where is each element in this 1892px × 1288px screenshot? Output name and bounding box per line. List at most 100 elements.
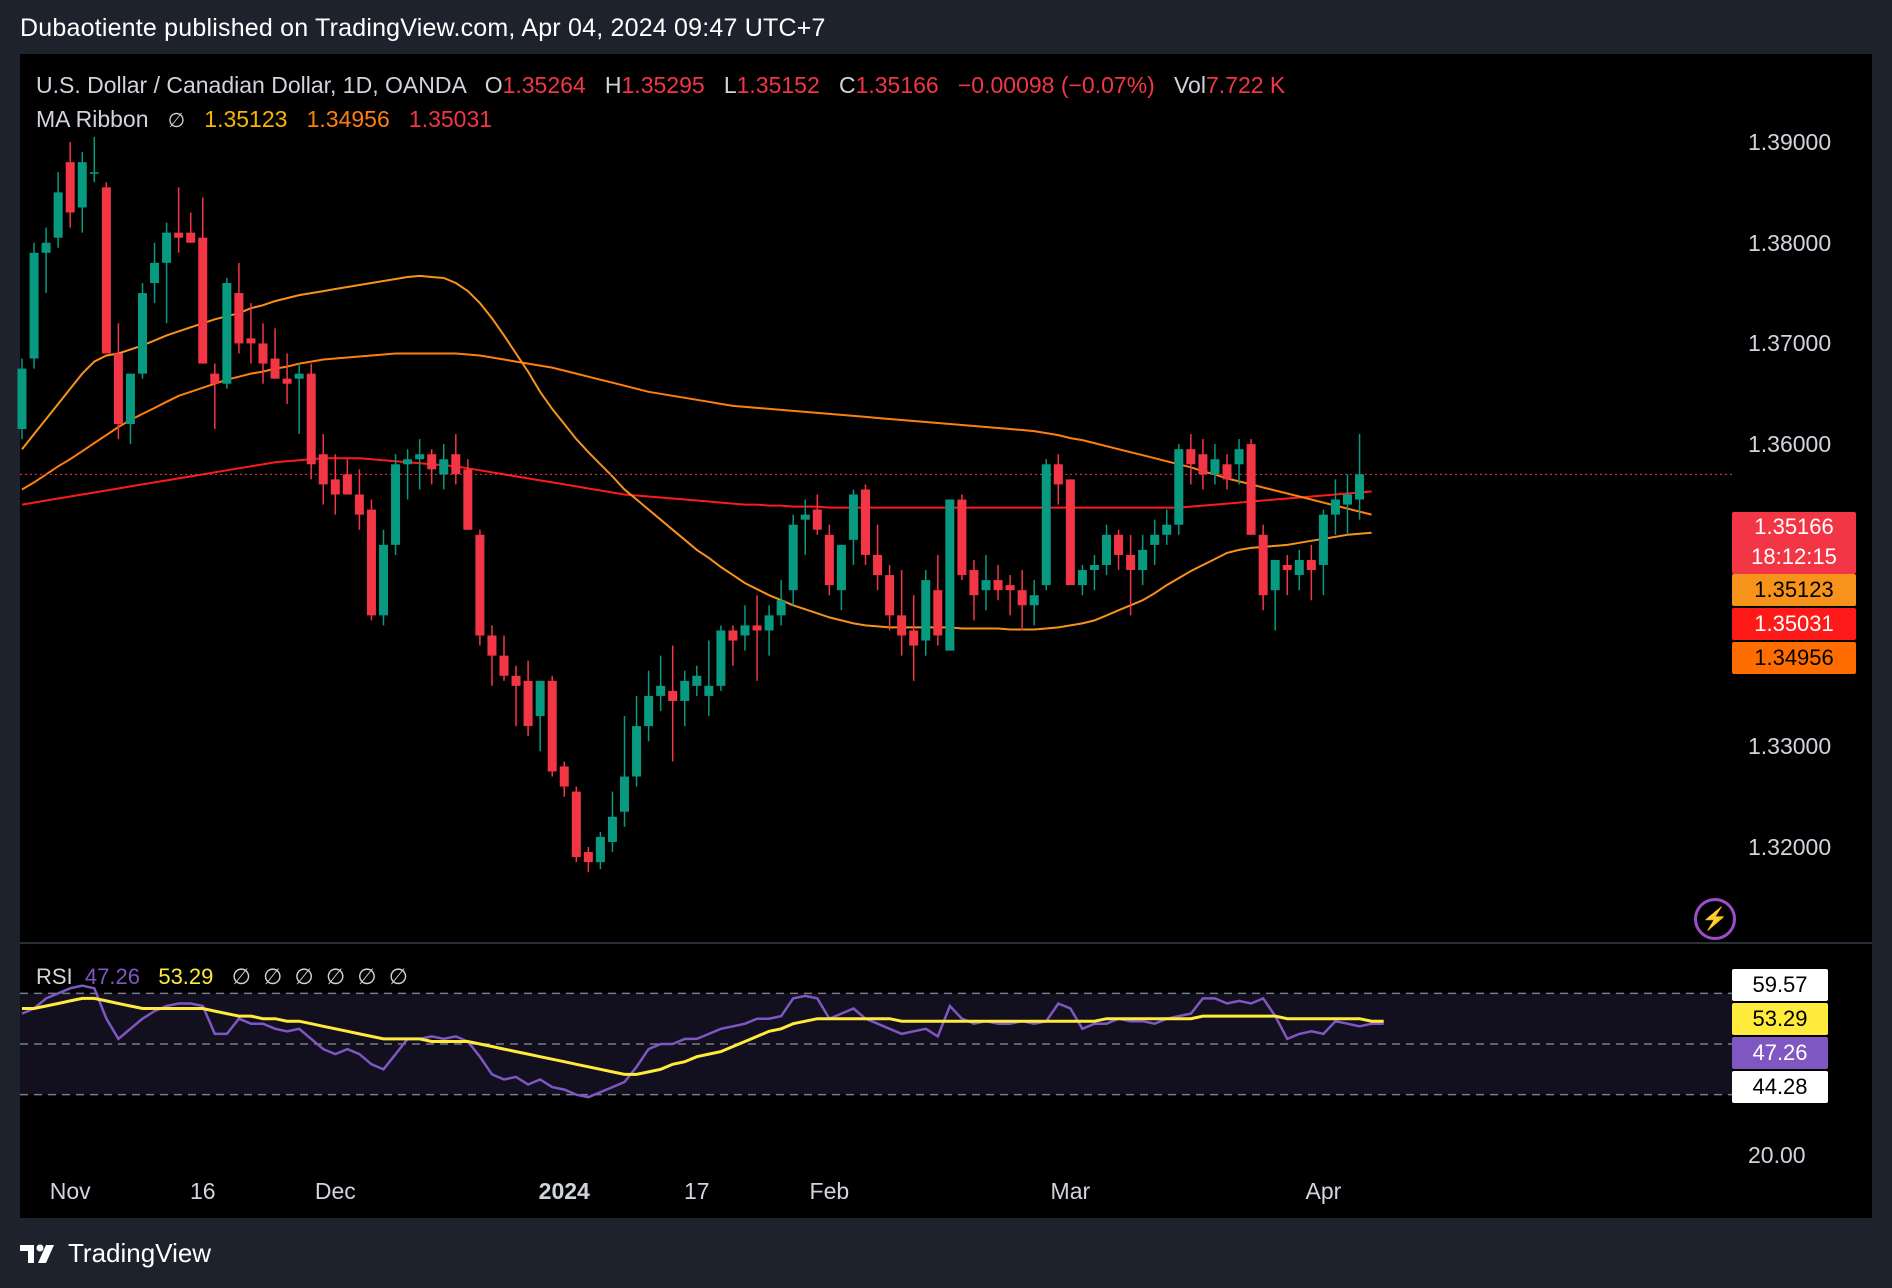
candle-body (1294, 559, 1304, 576)
candle-body (945, 499, 955, 651)
candle-body (957, 499, 967, 576)
candle-body (680, 680, 690, 701)
candle-body (1017, 590, 1027, 606)
ma-fast-tag: 1.35123 (1732, 574, 1856, 606)
price-axis-label: 1.33000 (1748, 733, 1832, 760)
rsi-extra-icon-6: ∅ (388, 964, 408, 989)
candle-body (1138, 549, 1148, 571)
candle-body (1005, 585, 1015, 591)
symbol-name[interactable]: U.S. Dollar / Canadian Dollar, 1D, OANDA (36, 72, 466, 98)
candle-body (788, 524, 798, 591)
candle-body (439, 459, 449, 475)
tradingview-brand: TradingView (68, 1238, 212, 1268)
candle-body (1102, 534, 1111, 565)
lightning-icon[interactable]: ⚡ (1694, 898, 1736, 940)
candle-body (282, 378, 292, 384)
rsi-axis-bottom-label: 20.00 (1748, 1142, 1806, 1168)
candle-body (1041, 464, 1051, 586)
candle-body (800, 514, 810, 520)
candle-body (1258, 534, 1268, 596)
candle-body (547, 680, 557, 772)
ma-red-line (21, 457, 1372, 509)
price-axis-label: 1.32000 (1748, 834, 1832, 860)
candle-body (885, 575, 895, 616)
candle-body (1343, 494, 1352, 505)
high-label: H (604, 72, 622, 98)
candle-body (403, 459, 413, 465)
rsi-line (21, 984, 1384, 1099)
candle-body (427, 454, 437, 470)
candle-body (607, 816, 617, 842)
candle-body (210, 373, 220, 384)
candle-body (1126, 554, 1136, 571)
candle-body (41, 242, 51, 253)
volume-label: Vol (1173, 72, 1206, 98)
candle-body (571, 791, 581, 858)
candle-body (198, 237, 208, 364)
close-label: C (838, 72, 856, 98)
candle-body (89, 172, 99, 174)
candle-body (559, 766, 569, 787)
tradingview-logo[interactable]: TradingView (20, 1238, 211, 1269)
ma-value-3: 1.35031 (408, 106, 493, 132)
candle-body (752, 625, 762, 631)
low-value: 1.35152 (736, 72, 820, 98)
candle-body (1053, 464, 1063, 485)
price-axis-label: 1.38000 (1748, 229, 1832, 256)
time-axis-label: Feb (809, 1178, 850, 1204)
candle-body (704, 685, 714, 696)
candle-body (981, 580, 991, 591)
candle-body (379, 544, 388, 616)
time-axis-label: 17 (684, 1178, 710, 1204)
candle-body (330, 479, 340, 495)
candle-body (848, 494, 858, 540)
candle-body (933, 590, 943, 636)
high-value: 1.35295 (621, 72, 705, 98)
candle-body (162, 232, 172, 263)
ma-ribbon-legend[interactable]: MA Ribbon ∅ 1.35123 1.34956 1.35031 (36, 106, 492, 133)
candle-body (836, 544, 846, 591)
rsi-legend[interactable]: RSI 47.26 53.29 ∅ ∅ ∅ ∅ ∅ ∅ (36, 964, 408, 990)
candle-body (174, 232, 184, 238)
candle-body (77, 162, 87, 208)
candle-body (776, 600, 786, 616)
candle-body (1198, 454, 1208, 475)
candle-body (511, 675, 521, 686)
candle-body (29, 252, 39, 359)
rsi-lower-tag: 44.28 (1732, 1071, 1828, 1103)
candle-body (1029, 595, 1039, 606)
candle-body (1186, 449, 1196, 465)
candle-body (53, 192, 63, 238)
rsi-extra-icon-1: ∅ (231, 964, 251, 989)
candle-body (692, 675, 702, 686)
candle-body (1174, 449, 1184, 525)
candle-body (921, 580, 931, 641)
time-axis-label: Nov (49, 1178, 91, 1204)
candle-body (716, 630, 726, 686)
candle-body (475, 534, 485, 636)
candle-body (656, 685, 666, 696)
candle-body (342, 474, 352, 495)
candle-body (1282, 565, 1292, 571)
countdown-timer: 18:12:15 (1751, 544, 1837, 569)
candle-body (1089, 565, 1099, 571)
hidden-eye-icon[interactable]: ∅ (167, 110, 186, 132)
candle-body (993, 580, 1003, 591)
candle-body (318, 454, 328, 485)
rsi-value: 47.26 (84, 964, 140, 989)
close-value: 1.35166 (855, 72, 939, 98)
ma-value-1: 1.35123 (204, 106, 288, 132)
candle-body (969, 570, 979, 596)
candle-body (1077, 570, 1087, 586)
candle-body (125, 373, 135, 424)
rsi-extra-icon-5: ∅ (357, 964, 377, 989)
rsi-value-tag: 47.26 (1732, 1037, 1828, 1069)
time-axis-label: Mar (1050, 1178, 1091, 1204)
candle-body (1330, 499, 1340, 515)
candle-body (391, 464, 401, 545)
rsi-upper-tag: 59.57 (1732, 969, 1828, 1001)
price-axis-label: 1.36000 (1748, 431, 1832, 458)
price-axis-label: 1.39000 (1748, 129, 1832, 155)
